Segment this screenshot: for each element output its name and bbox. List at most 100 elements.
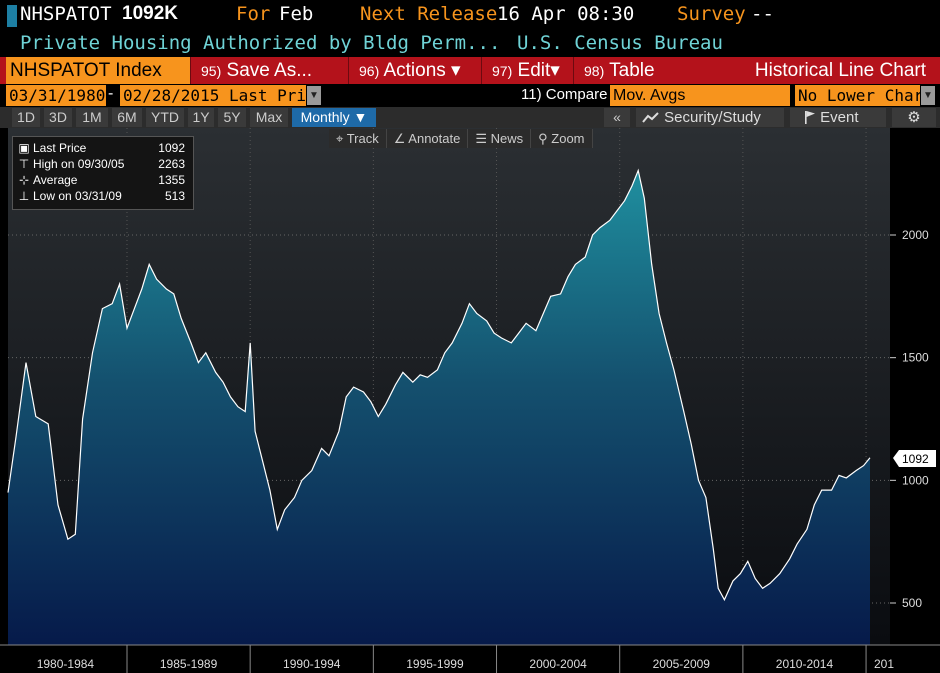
legend-low-label: Low on 03/31/09 <box>33 189 122 203</box>
price-type-dropdown-icon[interactable]: ▼ <box>307 86 321 105</box>
security-study-button[interactable]: Security/Study <box>636 108 784 127</box>
crosshair-icon: ⌖ <box>336 131 347 146</box>
x-axis: 1980-1984 1985-1989 1990-1994 1995-1999 2000… <box>0 644 940 673</box>
collapse-icon[interactable]: « <box>604 108 630 127</box>
magnifier-icon: ⚲ <box>538 131 552 146</box>
chart-toolbar: ⌖ Track ∠ Annotate ☰ News ⚲ Zoom <box>329 129 593 148</box>
x-tick-label: 2010-2014 <box>776 657 834 671</box>
edit-button[interactable]: 97) Edit▾ <box>481 57 573 84</box>
legend-low-value: 513 <box>164 189 185 203</box>
period-6m[interactable]: 6M <box>112 108 142 127</box>
security-study-label: Security/Study <box>664 109 761 126</box>
period-3d[interactable]: 3D <box>44 108 72 127</box>
average-marker-icon: ⊹ <box>18 173 30 187</box>
table-number: 98) <box>584 63 605 79</box>
legend-high-label: High on 09/30/05 <box>33 157 125 171</box>
x-tick-label: 1990-1994 <box>283 657 341 671</box>
end-date-value: 02/28/2015 <box>123 86 220 105</box>
legend-high: ⊤ High on 09/30/05 2263 <box>17 156 189 172</box>
start-date-field[interactable]: 03/31/1980 <box>6 85 106 106</box>
survey-value: -- <box>751 3 774 25</box>
y-tick-label: 1500 <box>902 351 929 365</box>
table-label: Table <box>609 60 655 81</box>
compare-dropdown[interactable]: Mov. Avgs <box>610 85 790 106</box>
for-value: Feb <box>279 3 314 25</box>
track-label: Track <box>346 131 379 146</box>
x-tick-label: 1980-1984 <box>37 657 95 671</box>
security-description: Private Housing Authorized by Bldg Perm.… <box>20 32 501 54</box>
security-header: NHSPATOT 1092K For Feb Next Release 16 A… <box>0 0 940 30</box>
actions-number: 96) <box>359 63 380 79</box>
legend-last-price: ▣ Last Price 1092 <box>17 140 189 156</box>
range-dash: - <box>108 85 114 102</box>
news-label: News <box>490 131 524 146</box>
pencil-icon: ∠ <box>393 131 409 146</box>
last-value-tag: 1092 <box>893 450 936 467</box>
high-marker-icon: ⊤ <box>18 157 30 171</box>
end-date-field[interactable]: 02/28/2015 Last Price <box>120 85 325 106</box>
legend-low: ⊥ Low on 03/31/09 513 <box>17 188 189 204</box>
series-area <box>8 170 870 645</box>
y-axis: 500 1000 1500 2000 <box>890 228 929 610</box>
historical-line-chart[interactable]: 500 1000 1500 2000 1980-1984 1985-1989 1990-1… <box>0 128 940 673</box>
y-tick-label: 500 <box>902 596 922 610</box>
edit-number: 97) <box>492 63 513 79</box>
legend-last-value: 1092 <box>158 141 185 155</box>
legend-high-value: 2263 <box>158 157 185 171</box>
period-ytd[interactable]: YTD <box>146 108 184 127</box>
function-menu-bar: NHSPATOT Index 95) Save As... 96) Action… <box>0 57 940 84</box>
period-1y[interactable]: 1Y <box>188 108 214 127</box>
ticker: NHSPATOT <box>20 3 112 25</box>
period-1m[interactable]: 1M <box>76 108 108 127</box>
data-source: U.S. Census Bureau <box>517 32 723 54</box>
x-tick-label: 2005-2009 <box>653 657 711 671</box>
x-tick-label: 1985-1989 <box>160 657 218 671</box>
legend-average-label: Average <box>33 173 78 187</box>
period-bar: 1D 3D 1M 6M YTD 1Y 5Y Max Monthly ▼ « Se… <box>0 107 940 128</box>
date-range-bar: 03/31/1980 - 02/28/2015 Last Price ▼ 11)… <box>0 85 940 106</box>
annotate-button[interactable]: ∠ Annotate <box>387 129 469 148</box>
gear-icon[interactable]: ⚙ <box>892 108 936 127</box>
last-value-text: 1092 <box>902 452 929 466</box>
description-row: Private Housing Authorized by Bldg Perm.… <box>0 30 940 56</box>
event-button[interactable]: Event <box>790 108 886 127</box>
compare-label: 11) Compare <box>521 86 608 103</box>
lower-chart-dropdown[interactable]: No Lower Chart <box>795 85 933 106</box>
news-icon: ☰ <box>475 131 491 146</box>
event-label: Event <box>820 109 859 126</box>
legend-average: ⊹ Average 1355 <box>17 172 189 188</box>
period-max[interactable]: Max <box>250 108 288 127</box>
x-tick-label: 2000-2004 <box>529 657 587 671</box>
zoom-label: Zoom <box>551 131 585 146</box>
command-cursor <box>7 5 17 27</box>
for-label: For <box>236 3 271 25</box>
next-release-label: Next Release <box>360 3 498 25</box>
legend-average-value: 1355 <box>158 173 185 187</box>
price-type-value: Last Price <box>228 86 326 105</box>
x-tick-label: 201 <box>874 657 894 671</box>
news-button[interactable]: ☰ News <box>468 129 532 148</box>
annotate-label: Annotate <box>408 131 461 146</box>
trend-chart-icon <box>642 109 664 126</box>
actions-button[interactable]: 96) Actions ▾ <box>348 57 481 84</box>
next-release-value: 16 Apr 08:30 <box>497 3 635 25</box>
legend-last-label: Last Price <box>33 141 87 155</box>
chart-type-title: Historical Line Chart <box>754 60 926 81</box>
lower-chart-dropdown-icon[interactable]: ▼ <box>921 86 935 105</box>
square-icon: ▣ <box>18 141 30 155</box>
track-button[interactable]: ⌖ Track <box>329 129 387 148</box>
frequency-dropdown[interactable]: Monthly ▼ <box>292 108 376 127</box>
table-button[interactable]: 98) Table <box>573 57 683 84</box>
save-as-number: 95) <box>201 63 222 79</box>
chart-legend[interactable]: ▣ Last Price 1092 ⊤ High on 09/30/05 226… <box>12 136 194 210</box>
zoom-button[interactable]: ⚲ Zoom <box>531 129 593 148</box>
edit-label: Edit▾ <box>517 60 560 81</box>
index-label[interactable]: NHSPATOT Index <box>6 57 190 84</box>
y-tick-label: 2000 <box>902 228 929 242</box>
save-as-button[interactable]: 95) Save As... <box>190 57 348 84</box>
period-5y[interactable]: 5Y <box>218 108 246 127</box>
last-price: 1092K <box>122 3 178 24</box>
period-1d[interactable]: 1D <box>12 108 40 127</box>
low-marker-icon: ⊥ <box>18 189 30 203</box>
y-tick-label: 1000 <box>902 473 929 487</box>
